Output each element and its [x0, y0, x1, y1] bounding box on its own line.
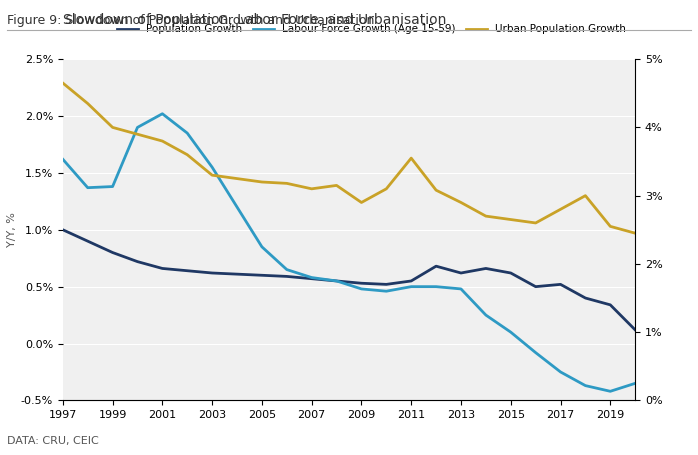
Urban Population Growth — [531, 220, 540, 226]
Population Growth — [407, 278, 415, 284]
Urban Population Growth — [456, 200, 465, 205]
Line: Labour Force Growth (Age 15-59): Labour Force Growth (Age 15-59) — [63, 114, 635, 391]
Urban Population Growth — [407, 156, 415, 161]
Urban Population Growth — [108, 125, 117, 130]
Urban Population Growth — [183, 152, 191, 157]
Population Growth — [456, 270, 465, 276]
Population Growth — [382, 282, 390, 287]
Labour Force Growth (Age 15-59) — [84, 185, 92, 190]
Labour Force Growth (Age 15-59) — [606, 389, 614, 394]
Labour Force Growth (Age 15-59) — [158, 111, 167, 116]
Urban Population Growth — [606, 224, 614, 229]
Population Growth — [581, 295, 590, 301]
Urban Population Growth — [357, 200, 366, 205]
Urban Population Growth — [332, 183, 341, 188]
Labour Force Growth (Age 15-59) — [581, 383, 590, 389]
Population Growth — [332, 278, 341, 284]
Text: Slowdown of Population, Labor Force, and Urbanisation: Slowdown of Population, Labor Force, and… — [63, 14, 446, 27]
Labour Force Growth (Age 15-59) — [456, 286, 465, 292]
Line: Population Growth: Population Growth — [63, 230, 635, 330]
Labour Force Growth (Age 15-59) — [357, 286, 366, 292]
Labour Force Growth (Age 15-59) — [208, 164, 216, 170]
Labour Force Growth (Age 15-59) — [432, 284, 440, 289]
Population Growth — [283, 274, 291, 279]
Population Growth — [233, 271, 242, 277]
Labour Force Growth (Age 15-59) — [382, 288, 390, 294]
Population Growth — [133, 259, 142, 264]
Text: Figure 9: Slowdown of Population Growth and Urbanisation: Figure 9: Slowdown of Population Growth … — [7, 14, 374, 27]
Labour Force Growth (Age 15-59) — [507, 329, 515, 335]
Urban Population Growth — [432, 187, 440, 193]
Legend: Population Growth, Labour Force Growth (Age 15-59), Urban Population Growth: Population Growth, Labour Force Growth (… — [113, 20, 630, 38]
Population Growth — [432, 263, 440, 269]
Population Growth — [357, 280, 366, 286]
Urban Population Growth — [482, 213, 490, 219]
Y-axis label: Y/Y, %: Y/Y, % — [7, 212, 17, 247]
Population Growth — [59, 227, 67, 233]
Labour Force Growth (Age 15-59) — [133, 125, 142, 130]
Urban Population Growth — [507, 217, 515, 222]
Population Growth — [531, 284, 540, 289]
Urban Population Growth — [158, 138, 167, 144]
Urban Population Growth — [208, 172, 216, 178]
Labour Force Growth (Age 15-59) — [556, 369, 565, 375]
Population Growth — [556, 282, 565, 287]
Population Growth — [108, 250, 117, 255]
Urban Population Growth — [581, 193, 590, 198]
Urban Population Growth — [556, 207, 565, 212]
Labour Force Growth (Age 15-59) — [59, 157, 67, 162]
Labour Force Growth (Age 15-59) — [308, 275, 316, 280]
Urban Population Growth — [84, 101, 92, 106]
Population Growth — [183, 268, 191, 273]
Urban Population Growth — [631, 230, 639, 236]
Labour Force Growth (Age 15-59) — [283, 267, 291, 272]
Population Growth — [631, 327, 639, 333]
Urban Population Growth — [382, 186, 390, 192]
Labour Force Growth (Age 15-59) — [332, 278, 341, 284]
Population Growth — [507, 270, 515, 276]
Urban Population Growth — [283, 181, 291, 186]
Population Growth — [258, 273, 266, 278]
Population Growth — [208, 270, 216, 276]
Line: Urban Population Growth: Urban Population Growth — [63, 83, 635, 233]
Population Growth — [84, 238, 92, 244]
Labour Force Growth (Age 15-59) — [233, 204, 242, 210]
Labour Force Growth (Age 15-59) — [631, 380, 639, 386]
Labour Force Growth (Age 15-59) — [258, 244, 266, 249]
Text: DATA: CRU, CEIC: DATA: CRU, CEIC — [7, 436, 98, 446]
Urban Population Growth — [258, 179, 266, 185]
Population Growth — [308, 276, 316, 281]
Labour Force Growth (Age 15-59) — [183, 130, 191, 136]
Labour Force Growth (Age 15-59) — [407, 284, 415, 289]
Population Growth — [482, 266, 490, 271]
Labour Force Growth (Age 15-59) — [482, 312, 490, 318]
Population Growth — [606, 302, 614, 308]
Urban Population Growth — [59, 80, 67, 86]
Labour Force Growth (Age 15-59) — [531, 350, 540, 355]
Urban Population Growth — [308, 186, 316, 192]
Urban Population Growth — [133, 131, 142, 137]
Urban Population Growth — [233, 176, 242, 181]
Labour Force Growth (Age 15-59) — [108, 184, 117, 189]
Population Growth — [158, 266, 167, 271]
